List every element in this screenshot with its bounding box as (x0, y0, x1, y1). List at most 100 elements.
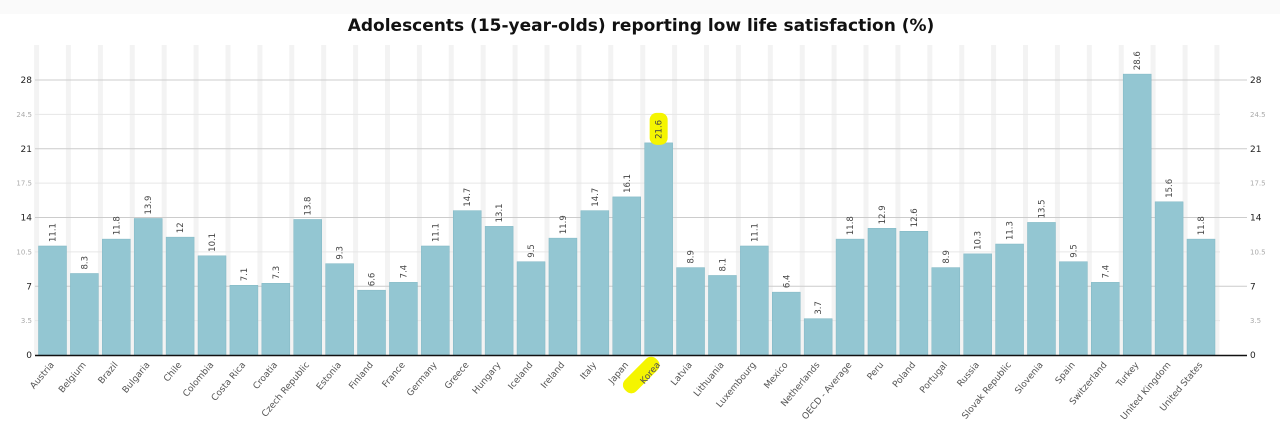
data-label: 8.1 (718, 258, 728, 272)
x-tick-label: Poland (891, 361, 918, 390)
column-stripe (97, 45, 103, 355)
column-stripe (1182, 45, 1188, 355)
column-stripe (416, 45, 422, 355)
data-label: 11.8 (846, 216, 856, 235)
column-stripe (1118, 45, 1124, 355)
data-label: 15.6 (1165, 179, 1175, 198)
bar (803, 318, 833, 356)
top-band (0, 0, 1280, 14)
bar (676, 267, 705, 356)
x-tick-label: Greece (443, 360, 472, 391)
bar (421, 245, 450, 356)
x-tick-label: Chile (162, 360, 184, 384)
bar (261, 283, 291, 356)
bar (995, 243, 1024, 356)
bar (229, 285, 259, 356)
y-axis-left: 3.5 10.5 17.5 24.5 0 7 14 21 28 (16, 76, 32, 361)
column-stripe (34, 45, 40, 355)
data-label: 9.5 (527, 244, 537, 258)
bar (197, 255, 227, 356)
data-label: 11.1 (431, 223, 441, 242)
y-tick-label-left: 0 (26, 351, 32, 361)
data-label: 28.6 (1133, 51, 1143, 70)
column-stripe (640, 45, 646, 355)
x-tick-label: Turkey (1114, 360, 1142, 390)
bar (133, 218, 163, 356)
data-label: 8.9 (942, 250, 952, 264)
bar (1186, 238, 1216, 356)
bar (867, 228, 897, 356)
data-label: 11.3 (1006, 221, 1016, 240)
data-label: 6.6 (368, 273, 378, 287)
column-stripe (1150, 45, 1156, 355)
bar (1091, 282, 1120, 356)
y-tick-label-left: 7 (26, 282, 32, 292)
data-label: 11.8 (1197, 216, 1207, 235)
y-tick-label-left: 3.5 (21, 317, 32, 325)
x-tick-label: France (381, 360, 408, 390)
data-label: 9.5 (1069, 244, 1079, 258)
bar (548, 237, 578, 356)
data-label: 16.1 (623, 174, 633, 193)
bar (835, 238, 865, 356)
y-tick-label-left: 17.5 (16, 180, 32, 188)
bar (1027, 222, 1056, 356)
bar (740, 245, 769, 356)
data-label: 12.9 (878, 205, 888, 224)
bar (293, 219, 322, 356)
bar (38, 245, 67, 356)
bar (70, 273, 99, 356)
bar (102, 238, 131, 356)
bar (931, 267, 961, 356)
column-stripe (895, 45, 901, 355)
bar (452, 210, 482, 356)
bar (1154, 201, 1184, 356)
data-label: 11.1 (49, 223, 59, 242)
column-stripe (799, 45, 805, 355)
y-tick-label-left: 10.5 (16, 248, 32, 256)
y-tick-label-left: 21 (21, 145, 32, 155)
x-tick-label: Bulgaria (121, 361, 153, 396)
data-label: 9.3 (336, 246, 346, 260)
column-stripe (448, 45, 454, 355)
y-tick-label-right: 0 (1250, 351, 1256, 361)
column-stripe (384, 45, 390, 355)
column-stripe (544, 45, 550, 355)
x-tick-label: Austria (29, 361, 57, 392)
column-stripe (512, 45, 518, 355)
column-stripes (34, 45, 1220, 355)
y-tick-label-right: 28 (1250, 76, 1262, 86)
x-tick-label: Estonia (315, 361, 344, 393)
y-tick-label-left: 24.5 (16, 111, 32, 119)
column-stripe (927, 45, 933, 355)
data-label: 3.7 (814, 301, 824, 315)
data-label: 11.1 (750, 223, 760, 242)
bar (708, 275, 737, 356)
x-tick-label: Colombia (181, 361, 216, 400)
bar (772, 291, 801, 356)
data-label: 6.4 (782, 275, 792, 289)
y-tick-label-right: 21 (1250, 145, 1261, 155)
x-tick-label: Belgium (57, 361, 88, 396)
data-label: 7.4 (399, 265, 409, 279)
category-highlight-shape (622, 356, 660, 394)
bar (389, 282, 418, 356)
column-stripe (959, 45, 965, 355)
column-stripe (480, 45, 486, 355)
x-tick-label: Mexico (763, 360, 791, 391)
highlights (622, 112, 668, 394)
bar (325, 263, 354, 356)
bar (484, 226, 514, 356)
y-tick-label-right: 24.5 (1250, 111, 1266, 119)
x-tick-label: Lithuania (692, 361, 726, 399)
bar (1122, 73, 1152, 356)
data-label: 7.1 (240, 268, 250, 282)
data-label: 7.3 (272, 266, 282, 280)
x-tick-label: Peru (866, 361, 887, 383)
data-label: 10.3 (974, 231, 984, 250)
column-stripe (735, 45, 741, 355)
column-stripe (289, 45, 295, 355)
column-stripe (608, 45, 614, 355)
data-label: 10.1 (208, 233, 218, 252)
